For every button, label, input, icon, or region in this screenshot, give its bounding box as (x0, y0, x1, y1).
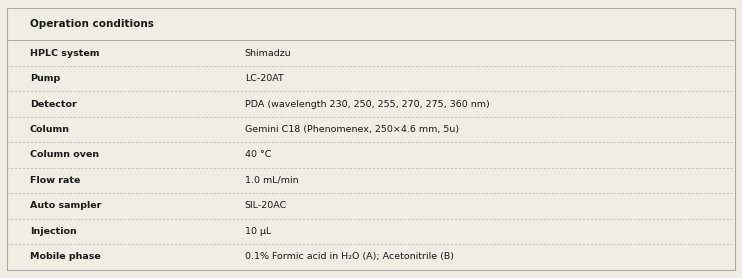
Text: Pump: Pump (30, 74, 60, 83)
Text: 10 μL: 10 μL (245, 227, 271, 236)
Text: Operation conditions: Operation conditions (30, 19, 154, 29)
Text: 1.0 mL/min: 1.0 mL/min (245, 176, 298, 185)
Text: Detector: Detector (30, 100, 76, 108)
Text: Column oven: Column oven (30, 150, 99, 160)
Text: Gemini C18 (Phenomenex, 250×4.6 mm, 5u): Gemini C18 (Phenomenex, 250×4.6 mm, 5u) (245, 125, 459, 134)
Text: 0.1% Formic acid in H₂O (A); Acetonitrile (B): 0.1% Formic acid in H₂O (A); Acetonitril… (245, 252, 454, 261)
Text: SIL-20AC: SIL-20AC (245, 202, 287, 210)
Text: PDA (wavelength 230, 250, 255, 270, 275, 360 nm): PDA (wavelength 230, 250, 255, 270, 275,… (245, 100, 490, 108)
Text: HPLC system: HPLC system (30, 49, 99, 58)
Text: Flow rate: Flow rate (30, 176, 80, 185)
Text: Mobile phase: Mobile phase (30, 252, 100, 261)
Text: Injection: Injection (30, 227, 76, 236)
Text: 40 °C: 40 °C (245, 150, 272, 160)
Text: Auto sampler: Auto sampler (30, 202, 101, 210)
Text: Shimadzu: Shimadzu (245, 49, 292, 58)
Text: LC-20AT: LC-20AT (245, 74, 283, 83)
Text: Column: Column (30, 125, 70, 134)
